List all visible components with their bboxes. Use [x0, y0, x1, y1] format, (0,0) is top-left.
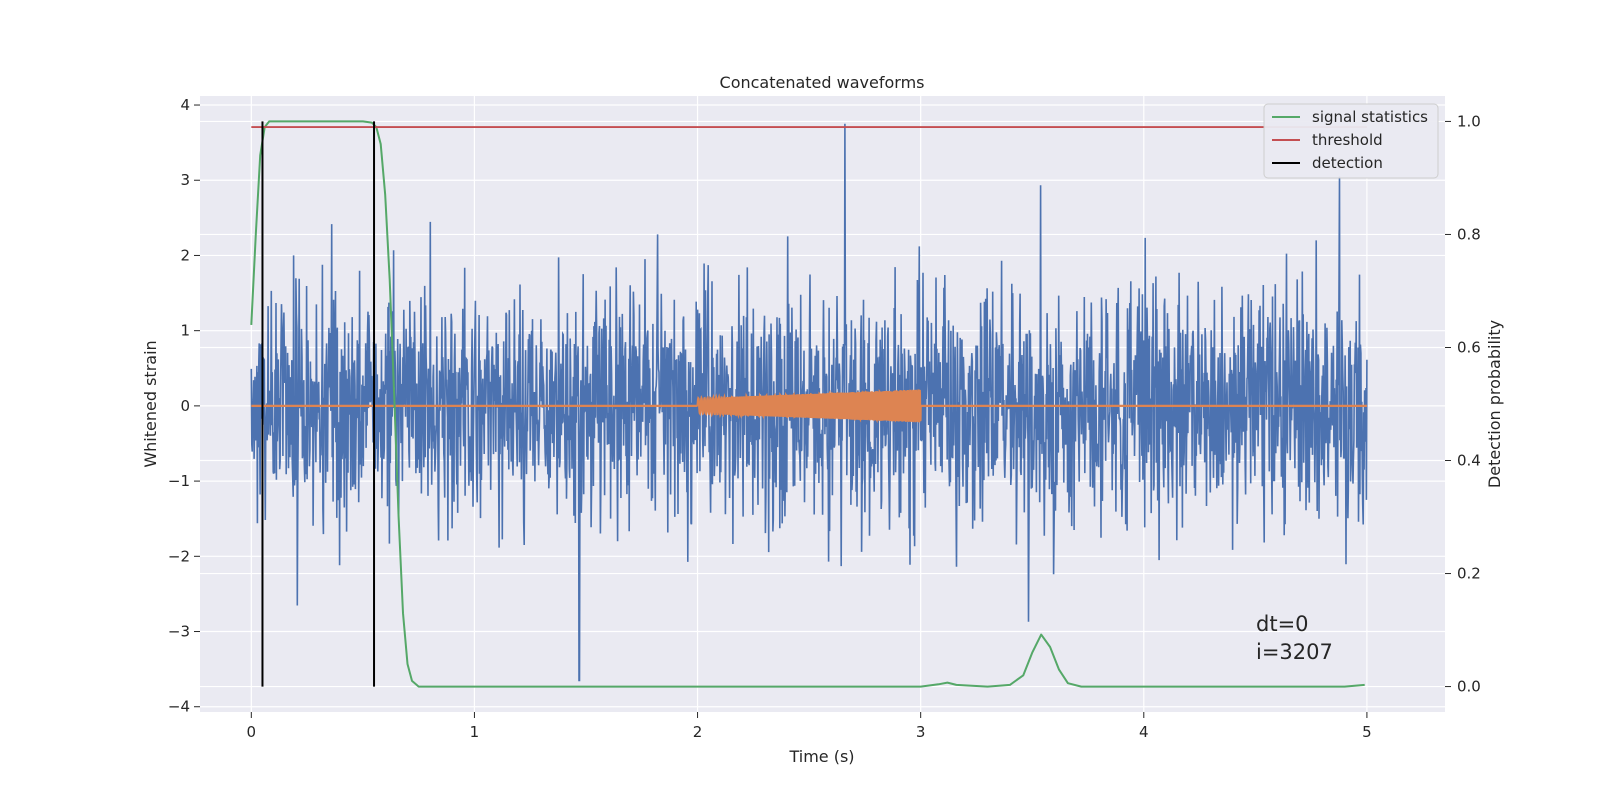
- annotation-line-dt: dt=0: [1256, 612, 1309, 636]
- tick-label-left--3: −3: [168, 623, 190, 641]
- series-signal-statistics: [250, 120, 1365, 688]
- tick-label-left-2: 2: [180, 246, 190, 264]
- tick-label-x-2: 2: [693, 723, 703, 741]
- y-axis-title-right: Detection probability: [1485, 320, 1504, 488]
- annotation-line-i: i=3207: [1256, 640, 1333, 664]
- legend-box: [1263, 103, 1439, 179]
- legend-item-threshold: threshold: [1272, 131, 1383, 149]
- x-axis-title: Time (s): [788, 747, 854, 766]
- tick-label-right-0.8: 0.8: [1457, 225, 1481, 243]
- legend: signal statistics threshold detection: [1263, 103, 1439, 179]
- tick-label-left-0: 0: [180, 397, 190, 415]
- tick-label-x-5: 5: [1362, 723, 1372, 741]
- series-injected-signal: [251, 388, 1367, 424]
- legend-label-detection: detection: [1312, 154, 1383, 172]
- ticks-left: −4 −3 −2 −1 0 1 2 3 4: [168, 96, 200, 716]
- legend-label-signal-statistics: signal statistics: [1312, 108, 1428, 126]
- tick-label-x-3: 3: [916, 723, 926, 741]
- ticks-x: 0 1 2 3 4 5: [247, 712, 1372, 741]
- tick-label-x-1: 1: [470, 723, 480, 741]
- tick-label-right-1: 1.0: [1457, 112, 1481, 130]
- tick-label-left-1: 1: [180, 322, 190, 340]
- series-layer: [250, 120, 1368, 688]
- y-axis-title-left: Whitened strain: [141, 340, 160, 467]
- tick-label-left-4: 4: [180, 96, 190, 114]
- annotation: dt=0 i=3207: [1256, 612, 1333, 664]
- tick-label-x-0: 0: [247, 723, 257, 741]
- chart-title: Concatenated waveforms: [720, 73, 925, 92]
- tick-label-right-0: 0.0: [1457, 678, 1481, 696]
- tick-label-left--2: −2: [168, 547, 190, 565]
- legend-label-threshold: threshold: [1312, 131, 1383, 149]
- tick-label-left--4: −4: [168, 698, 190, 716]
- legend-item-detection: detection: [1272, 154, 1383, 172]
- tick-label-right-0.2: 0.2: [1457, 565, 1481, 583]
- legend-item-signal-statistics: signal statistics: [1272, 108, 1428, 126]
- tick-label-left--1: −1: [168, 472, 190, 490]
- tick-label-right-0.4: 0.4: [1457, 452, 1481, 470]
- tick-label-right-0.6: 0.6: [1457, 338, 1481, 356]
- tick-label-x-4: 4: [1139, 723, 1149, 741]
- tick-label-left-3: 3: [180, 171, 190, 189]
- ticks-right: 0.0 0.2 0.4 0.6 0.8 1.0: [1445, 112, 1481, 696]
